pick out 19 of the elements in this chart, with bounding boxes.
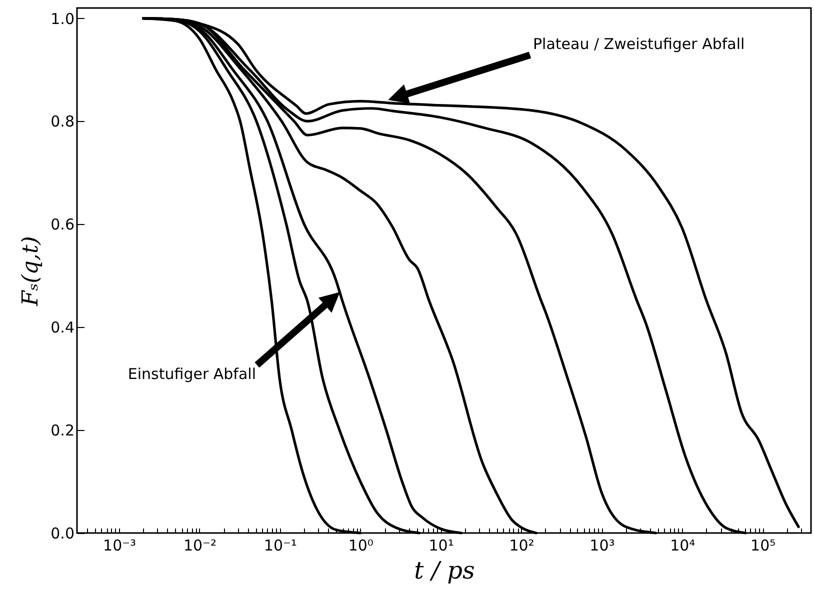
annotation: Einstufiger Abfall (128, 365, 256, 384)
y-tick-label: 1.0 (50, 10, 74, 28)
x-tick-label: 10⁻³ (103, 536, 136, 554)
x-tick-label: 10⁵ (750, 536, 776, 554)
x-tick-label: 10³ (590, 536, 615, 554)
x-tick-label: 10⁴ (670, 536, 696, 554)
x-tick-label: 10¹ (428, 536, 454, 554)
x-tick-label: 10⁰ (348, 536, 374, 554)
x-tick-label: 10⁻¹ (264, 536, 297, 554)
x-axis-title: t / ps (414, 556, 475, 584)
x-tick-label: 10² (509, 536, 534, 554)
x-tick-label: 10⁻² (183, 536, 217, 554)
y-tick-label: 0.6 (50, 216, 74, 234)
annotation: Plateau / Zweistufiger Abfall (533, 35, 745, 54)
y-axis-title: Fₛ(q,t) (18, 236, 44, 307)
y-tick-label: 0.0 (50, 524, 74, 542)
y-tick-label: 0.8 (50, 112, 74, 131)
y-tick-label: 0.4 (50, 318, 74, 337)
y-tick-label: 0.2 (50, 422, 74, 440)
